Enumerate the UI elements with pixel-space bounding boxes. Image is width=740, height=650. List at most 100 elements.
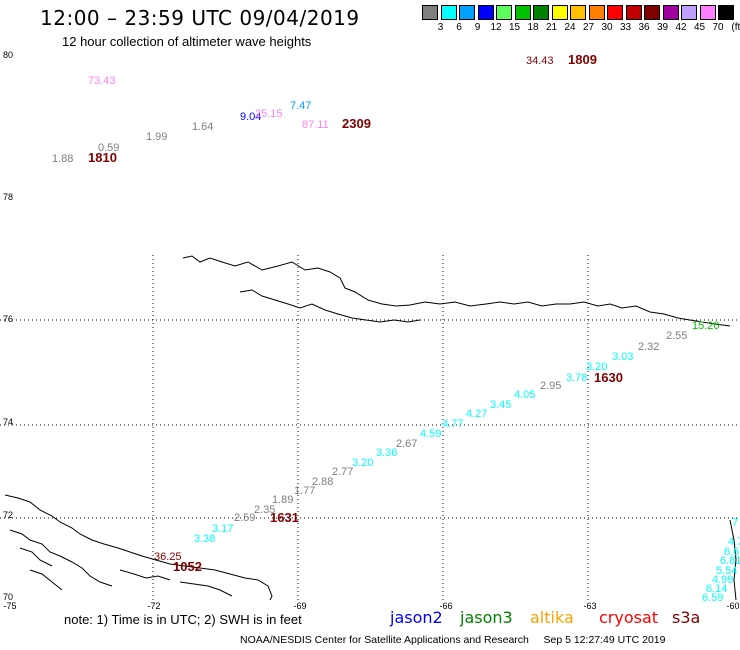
latitude-label: 78: [3, 192, 13, 202]
wave-height-value: 6.81: [720, 555, 740, 567]
footer-timestamp: Sep 5 12:27:49 UTC 2019: [543, 634, 666, 646]
longitude-label: -60: [726, 601, 739, 611]
satellite-name: altika: [530, 608, 574, 627]
legend-swatch: [588, 5, 605, 20]
legend-label: 27: [582, 22, 595, 33]
legend-swatch: [699, 5, 716, 20]
legend-swatch: [570, 5, 586, 20]
legend-swatch: [496, 5, 512, 20]
wave-height-value: 0.59: [98, 142, 119, 154]
page-title: 12:00 – 23:59 UTC 09/04/2019: [40, 6, 360, 30]
satellite-name: cryosat: [599, 608, 659, 627]
coastline-greenland: [4, 494, 273, 601]
coastline-greenland-fjords: [9, 529, 233, 597]
wave-height-value: 4.27: [466, 408, 487, 420]
legend-swatch: [662, 5, 679, 20]
wave-height-value: 2.88: [312, 476, 333, 488]
longitude-label: -72: [147, 601, 160, 611]
wave-height-value: 6.14: [706, 583, 727, 595]
satellite-name: s3a: [672, 608, 701, 627]
page-subtitle: 12 hour collection of altimeter wave hei…: [62, 34, 312, 49]
legend-swatch: [422, 5, 438, 20]
coastline-east-lines: [729, 519, 737, 601]
wave-height-value: 4.99: [712, 574, 733, 586]
wave-height-value: 2.35: [254, 504, 275, 516]
legend-label: 39: [656, 22, 669, 33]
wave-height-value: 2.32: [638, 341, 659, 353]
pass-time-label: 1810: [88, 150, 117, 165]
wave-height-value: 1.99: [146, 131, 167, 143]
satellite-name: jason2: [390, 608, 443, 627]
latitude-label: 76: [3, 314, 13, 324]
footer-center: NOAA/NESDIS Center for Satellite Applica…: [240, 634, 529, 646]
wave-height-value: 2.55: [666, 330, 687, 342]
pass-time-label: 2309: [342, 116, 371, 131]
wave-height-value: 9.04: [240, 111, 261, 123]
legend-label: 3: [437, 22, 444, 33]
legend-swatch: [514, 5, 531, 20]
footer: NOAA/NESDIS Center for Satellite Applica…: [240, 634, 666, 646]
axis-labels: 80 78 76 74 72 70-75 -72 -69 -66 -63 -60: [3, 50, 740, 611]
wave-height-value: 73.43: [88, 75, 116, 87]
coastline-baffin-island: [182, 255, 731, 327]
wave-height-value: 1.88: [52, 153, 73, 165]
wave-height-value: 2.95: [540, 380, 561, 392]
pass-time-label: 1052: [173, 559, 202, 574]
wave-height-value: 87.11: [302, 119, 329, 131]
legend-label: 45: [693, 22, 706, 33]
wave-height-value: 3.20: [352, 457, 373, 469]
latitude-label: 70: [3, 592, 13, 602]
legend-swatch: [718, 5, 734, 20]
latitude-label: 72: [3, 510, 13, 520]
legend-unit: (ft): [731, 22, 740, 33]
legend-label: 12: [490, 22, 502, 33]
longitude-label: -66: [439, 601, 452, 611]
legend-label: 18: [527, 22, 539, 33]
wave-height-value: 4.77: [442, 418, 463, 430]
legend-label: 70: [712, 22, 724, 33]
lat-lon-grid: [0, 255, 740, 600]
wave-height-value: 3.17: [212, 523, 233, 535]
legend-label: 21: [545, 22, 558, 33]
wave-height-value: 36.25: [154, 551, 182, 563]
legend-label: 9: [474, 22, 481, 33]
wave-height-value: 1.64: [192, 121, 213, 133]
coastline: [4, 255, 737, 601]
legend-label: 6: [456, 22, 462, 33]
wave-height-value: 6.59: [702, 592, 723, 604]
longitude-label: -63: [583, 601, 596, 611]
wave-height-value: 3.78: [566, 372, 587, 384]
legend-swatch: [533, 5, 549, 20]
legend-swatch: [681, 5, 697, 20]
wave-height-value: 15.20: [692, 320, 720, 332]
legend-swatch: [644, 5, 660, 20]
legend-swatch: [477, 5, 494, 20]
latitude-label: 74: [3, 417, 13, 427]
note-text: note: 1) Time is in UTC; 2) SWH is in fe…: [64, 612, 302, 627]
pass-time-label: 1809: [568, 52, 597, 67]
pass-time-label: 1631: [270, 510, 299, 525]
wave-height-value: 1.89: [272, 494, 293, 506]
coastline-baffin-south: [239, 289, 421, 323]
wave-height-value: 34.43: [526, 55, 554, 67]
legend-label: 33: [619, 22, 632, 33]
legend-swatch: [440, 5, 457, 20]
wave-height-value: 6.6: [724, 546, 739, 558]
wave-height-value: 3.38: [194, 533, 215, 545]
wave-height-value: 3.20: [586, 361, 607, 373]
legend-label: 15: [508, 22, 521, 33]
wave-height-value: 2.77: [332, 466, 353, 478]
wave-height-value: 7.47: [290, 100, 311, 112]
wave-height-value: 4.05: [514, 389, 535, 401]
wave-height-value: 5.54: [716, 565, 737, 577]
legend-label: 30: [601, 22, 613, 33]
legend-swatch: [607, 5, 623, 20]
wave-height-value: 25.15: [255, 108, 283, 120]
wave-height-value: 3.03: [612, 351, 633, 363]
wave-height-value: 4.7: [728, 536, 740, 548]
wave-height-value: 2.59: [234, 512, 255, 524]
wave-height-value: 3.45: [490, 399, 511, 411]
wave-height-value: 3.36: [376, 447, 397, 459]
